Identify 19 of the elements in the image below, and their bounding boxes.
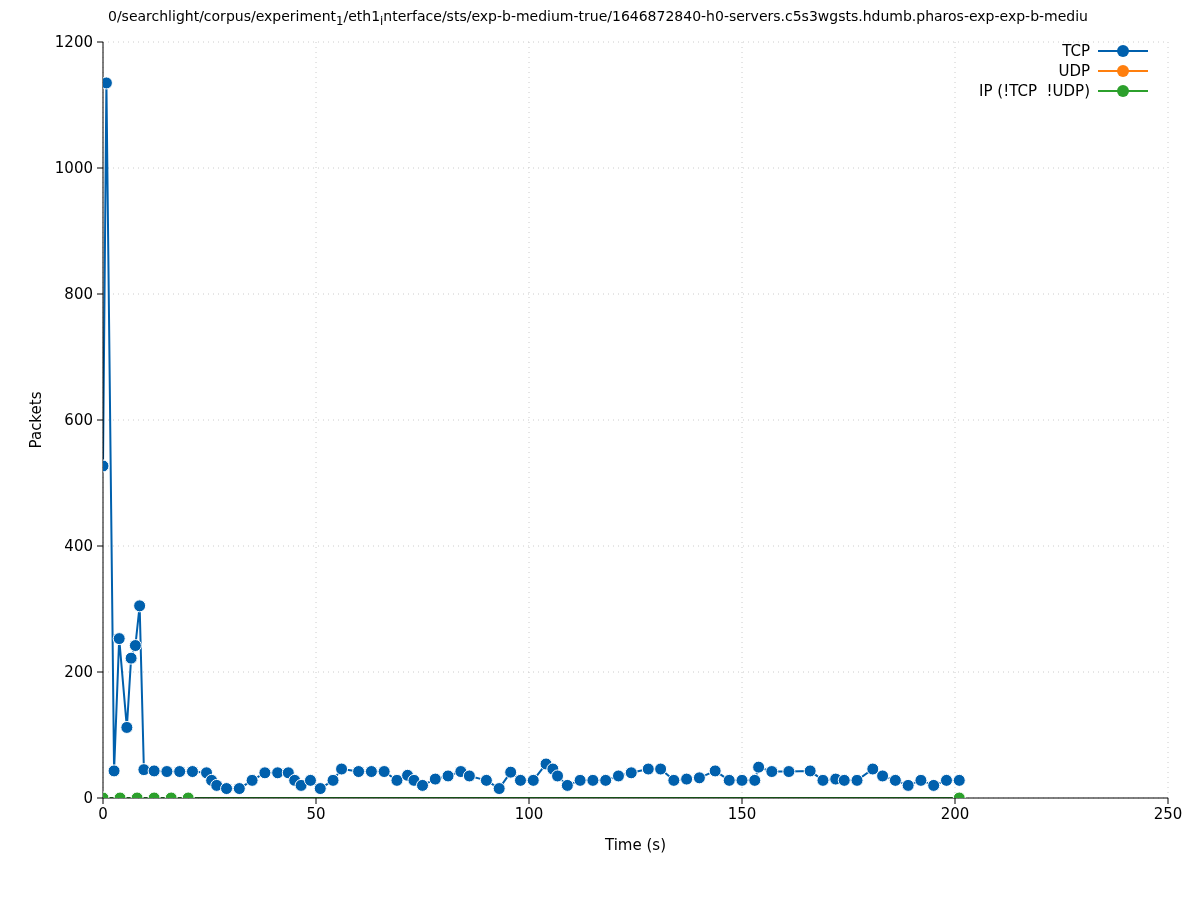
legend-label: IP (!TCP !UDP) [979,81,1090,100]
y-tick-label: 1200 [54,33,93,52]
y-tick-label: 600 [64,411,93,430]
chart-title: 0/searchlight/corpus/experiment$_{1}$/eth1$_{i}$nterface/sts/exp-b-medium-true/1646872840-h0-servers.c5s3wgsts.hdumb.pharos-exp-exp-b-mediu [107,8,1089,28]
x-tick-label: 100 [514,804,544,823]
y-tick-label: 200 [64,663,93,682]
x-tick-label: 200 [940,804,970,823]
y-tick-label: 400 [64,537,93,556]
x-tick-label: 150 [727,804,757,823]
y-axis-title: Packets [27,391,46,449]
x-tick-label: 0 [98,804,108,823]
y-tick-label: 800 [64,285,93,304]
x-tick-label: 50 [306,804,326,823]
x-axis-title: Time (s) [604,835,666,854]
legend-label: TCP [1062,41,1090,60]
x-tick-label: 250 [1153,804,1183,823]
legend-label: UDP [1058,61,1090,80]
y-tick-label: 0 [83,789,93,808]
y-tick-label: 1000 [54,159,93,178]
